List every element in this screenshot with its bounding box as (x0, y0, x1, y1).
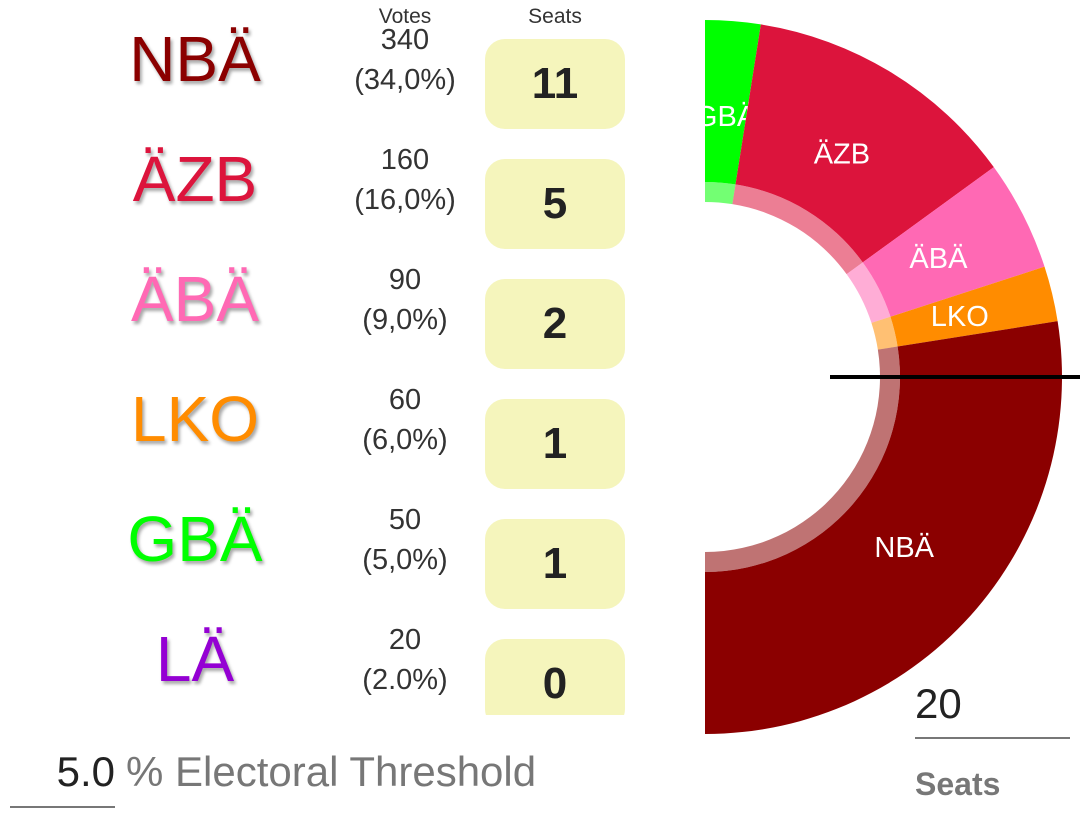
slice-label: ÄBÄ (909, 243, 968, 275)
votes-count: 50 (388, 504, 422, 536)
party-votes[interactable]: 60 (6,0%) (335, 380, 475, 460)
seat-slice-inner-3 (871, 316, 898, 350)
seat-slice-0 (705, 20, 761, 185)
party-seats: 1 (485, 399, 625, 489)
party-list[interactable]: NBÄ 340 (34,0%) 11 ÄZB 160 (16,0%) 5 ÄBÄ 90 (9,0%)… (0, 0, 700, 715)
votes-header: Votes (378, 5, 432, 28)
seat-slice-4 (705, 321, 1062, 734)
votes-percent: (16,0%) (354, 184, 456, 216)
party-seats: 11 (485, 39, 625, 129)
party-row[interactable]: GBÄ 50 (5,0%) 1 (0, 480, 700, 609)
party-votes[interactable]: 160 (16,0%) (335, 140, 475, 220)
votes-count: 340 (380, 24, 430, 56)
votes-percent: (6,0%) (362, 424, 448, 456)
votes-percent: (9,0%) (362, 304, 448, 336)
seat-slice-inner-2 (846, 262, 891, 323)
party-name: ÄBÄ (130, 263, 260, 335)
party-votes[interactable]: 340 (34,0%) (335, 20, 475, 100)
seat-slice-1 (735, 24, 994, 263)
votes-percent: (34,0%) (354, 64, 456, 96)
slice-label: NBÄ (874, 532, 934, 564)
seat-slice-inner-1 (732, 184, 863, 275)
party-name: LKO (130, 383, 260, 455)
votes-percent: (5,0%) (362, 544, 448, 576)
seat-slice-inner-4 (705, 346, 901, 572)
total-seats-underline (915, 737, 1070, 739)
votes-percent: (2.0%) (362, 664, 448, 696)
party-votes[interactable]: 90 (9,0%) (335, 260, 475, 340)
party-name: LÄ (155, 623, 235, 695)
votes-count: 20 (388, 624, 422, 656)
slice-label: LKO (931, 301, 989, 333)
seats-header: Seats (528, 5, 582, 28)
party-row[interactable]: ÄZB 160 (16,0%) 5 (0, 120, 700, 249)
party-seats: 5 (485, 159, 625, 249)
seat-slice-2 (862, 167, 1045, 317)
party-row[interactable]: LÄ 20 (2.0%) 0 (0, 600, 700, 715)
votes-count: 60 (388, 384, 422, 416)
party-name: NBÄ (129, 23, 261, 95)
party-name: ÄZB (132, 143, 258, 215)
seat-slice-3 (890, 266, 1058, 347)
votes-count: 90 (388, 264, 422, 296)
votes-count: 160 (380, 144, 430, 176)
party-seats: 1 (485, 519, 625, 609)
party-votes[interactable]: 20 (2.0%) (335, 620, 475, 700)
threshold-input[interactable]: 5.0 (56, 748, 115, 795)
slice-label: ÄZB (814, 139, 870, 171)
party-seats: 0 (485, 639, 625, 715)
party-row[interactable]: LKO 60 (6,0%) 1 (0, 360, 700, 489)
threshold-label: % Electoral Threshold (126, 748, 537, 795)
total-seats-input[interactable]: 20 (915, 680, 962, 727)
party-name: GBÄ (127, 503, 263, 575)
party-votes[interactable]: 50 (5,0%) (335, 500, 475, 580)
seat-slice-inner-0 (705, 182, 736, 205)
total-seats-label: Seats (915, 766, 1001, 802)
party-row[interactable]: ÄBÄ 90 (9,0%) 2 (0, 240, 700, 369)
party-seats: 2 (485, 279, 625, 369)
party-row[interactable]: NBÄ 340 (34,0%) 11 (0, 0, 700, 129)
threshold-underline (10, 806, 115, 808)
